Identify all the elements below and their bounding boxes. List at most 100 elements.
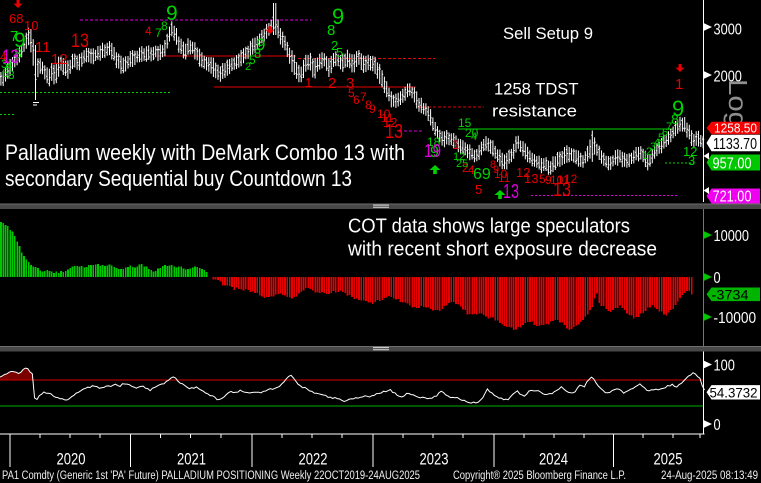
svg-text:secondary Sequential buy Count: secondary Sequential buy Countdown 13 [5,166,352,191]
svg-text:8: 8 [365,98,372,112]
svg-text:6: 6 [2,66,9,80]
svg-text:4: 4 [0,50,7,64]
svg-text:11: 11 [498,171,511,185]
svg-text:2020: 2020 [57,450,86,469]
svg-text:13: 13 [553,179,571,201]
svg-text:10: 10 [550,173,564,187]
svg-text:9: 9 [430,144,439,161]
svg-text:7: 7 [155,26,162,40]
svg-text:4: 4 [654,137,660,149]
svg-text:1: 1 [305,75,312,90]
svg-text:Palladium weekly with DeMark C: Palladium weekly with DeMark Combo 13 wi… [5,140,405,165]
svg-text:9: 9 [672,96,684,121]
svg-text:2: 2 [646,146,652,158]
svg-text:54.3732: 54.3732 [710,384,758,400]
svg-text:7: 7 [10,28,18,45]
svg-text:COT data shows large speculato: COT data shows large speculators [348,216,630,238]
svg-text:2025: 2025 [654,450,683,469]
svg-text:5: 5 [336,45,343,60]
svg-text:2: 2 [462,161,469,175]
svg-text:10: 10 [377,107,391,121]
svg-text:13: 13 [524,171,538,186]
svg-text:1258.50: 1258.50 [714,122,757,136]
svg-text:6: 6 [353,93,360,107]
svg-text:11: 11 [35,39,51,56]
svg-text:5: 5 [348,86,355,100]
svg-text:2022: 2022 [299,450,328,469]
svg-text:9: 9 [369,102,376,116]
svg-text:721.00: 721.00 [713,189,752,206]
svg-text:9: 9 [332,4,344,29]
svg-text:Sell Setup 9: Sell Setup 9 [503,24,593,43]
svg-text:Copyright® 2025 Bloomberg Fina: Copyright® 2025 Bloomberg Finance L.P. [453,470,626,482]
svg-text:1: 1 [642,150,648,162]
svg-text:5: 5 [539,172,546,186]
svg-text:68: 68 [9,11,23,26]
svg-text:9: 9 [545,173,552,187]
svg-text:5: 5 [658,132,664,144]
svg-text:12: 12 [516,165,530,180]
svg-text:2024: 2024 [539,450,568,469]
svg-text:5: 5 [249,53,256,67]
svg-text:5: 5 [475,182,482,197]
svg-text:18: 18 [427,135,441,149]
svg-text:3: 3 [650,141,656,153]
svg-text:12: 12 [683,144,697,159]
svg-text:25: 25 [456,158,468,170]
svg-text:13: 13 [2,47,19,68]
svg-text:4: 4 [471,131,477,143]
svg-text:2: 2 [328,75,336,92]
svg-text:19: 19 [424,141,441,161]
svg-text:1133.70: 1133.70 [713,136,757,153]
svg-text:11: 11 [381,111,394,125]
svg-text:resistance: resistance [492,102,577,121]
svg-text:1258 TDST: 1258 TDST [494,80,579,99]
svg-text:-10000: -10000 [714,310,757,327]
svg-text:7: 7 [360,90,367,104]
svg-text:2000: 2000 [714,69,742,86]
svg-text:15: 15 [458,116,472,130]
svg-text:13: 13 [385,121,403,143]
svg-text:10: 10 [494,167,508,181]
svg-text:4: 4 [145,24,152,38]
svg-text:8: 8 [254,46,261,61]
svg-text:9: 9 [256,35,265,54]
svg-text:13: 13 [503,181,519,203]
svg-text:9: 9 [493,164,499,176]
svg-text:9: 9 [166,2,178,25]
svg-text:3: 3 [346,75,354,92]
svg-text:8: 8 [490,159,496,171]
svg-text:1: 1 [452,137,459,152]
svg-text:9: 9 [14,29,26,52]
svg-text:6: 6 [662,127,668,139]
svg-text:13: 13 [71,30,89,52]
svg-text:10000: 10000 [714,228,750,245]
svg-text:24-Aug-2025 08:13:49: 24-Aug-2025 08:13:49 [661,470,758,482]
svg-text:69: 69 [473,166,491,183]
svg-text:3: 3 [1,57,8,71]
svg-text:1: 1 [675,76,683,93]
svg-text:8: 8 [327,22,335,39]
svg-text:2: 2 [331,38,338,53]
svg-text:3: 3 [688,153,695,168]
svg-text:20: 20 [465,126,479,140]
svg-text:12: 12 [564,172,578,186]
svg-text:4: 4 [468,163,475,177]
svg-text:8: 8 [8,68,15,82]
svg-text:-3734: -3734 [712,286,749,302]
svg-text:Log: Log [723,79,753,128]
svg-text:2: 2 [245,61,251,73]
svg-text:with recent short exposure dec: with recent short exposure decrease [347,239,657,261]
svg-text:957.00: 957.00 [713,155,752,172]
svg-text:8: 8 [671,111,679,127]
svg-text:12: 12 [453,151,465,163]
svg-text:8: 8 [161,19,168,33]
svg-text:8: 8 [14,45,22,61]
svg-text:2023: 2023 [420,450,449,469]
svg-text:4: 4 [6,59,13,73]
svg-text:10: 10 [24,18,38,33]
svg-text:0: 0 [714,270,721,287]
svg-text:11: 11 [557,173,570,187]
svg-text:12: 12 [51,51,68,68]
svg-text:3000: 3000 [714,21,742,38]
